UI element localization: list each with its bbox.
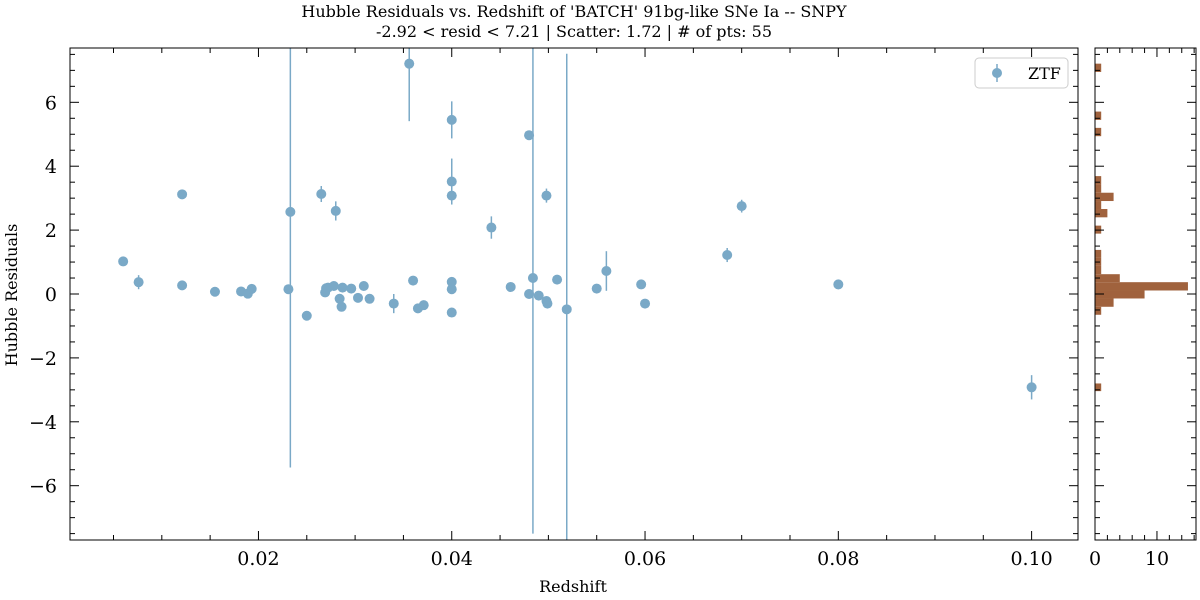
histogram-bar xyxy=(1095,383,1102,392)
data-point xyxy=(388,298,399,309)
data-point xyxy=(640,298,651,309)
x-tick-label: 0.08 xyxy=(817,548,859,570)
x-axis-label: Redshift xyxy=(539,577,607,596)
x-tick-label: 0.10 xyxy=(1010,548,1052,570)
histogram-bar xyxy=(1095,298,1114,307)
data-point xyxy=(542,298,553,309)
y-tick-label: 0 xyxy=(45,284,57,306)
y-tick-label: −6 xyxy=(29,476,57,498)
data-point xyxy=(133,277,144,288)
data-point xyxy=(446,307,457,318)
data-point xyxy=(636,279,647,290)
legend-label: ZTF xyxy=(1028,64,1061,83)
hist-x-tick-label: 0 xyxy=(1089,548,1101,570)
histogram-plot: 0 10 xyxy=(1089,47,1197,570)
data-point xyxy=(177,189,188,200)
data-point xyxy=(364,293,375,304)
data-point xyxy=(524,130,535,141)
histogram-bar xyxy=(1095,274,1120,283)
data-point xyxy=(446,276,457,287)
y-tick-label: 4 xyxy=(45,156,57,178)
data-point xyxy=(408,275,419,286)
y-tick-label: −2 xyxy=(29,348,57,370)
data-point xyxy=(246,283,257,294)
data-point xyxy=(1026,382,1037,393)
y-axis-label: Hubble Residuals xyxy=(2,224,21,367)
data-point xyxy=(336,301,347,312)
data-point xyxy=(446,190,457,201)
histogram-bar xyxy=(1095,184,1102,193)
data-point xyxy=(337,282,348,293)
plot-frame xyxy=(69,47,1079,541)
data-point xyxy=(285,206,296,217)
data-point xyxy=(404,58,415,69)
data-point xyxy=(118,256,129,267)
data-point xyxy=(301,310,312,321)
data-point xyxy=(177,280,188,291)
y-tick-label: 2 xyxy=(45,220,57,242)
data-point xyxy=(552,274,563,285)
data-point xyxy=(524,289,535,299)
plot-area xyxy=(70,48,1078,540)
legend-point-marker xyxy=(992,68,1002,78)
histogram-bar xyxy=(1095,201,1102,210)
histogram-bar xyxy=(1095,127,1102,137)
histogram-bar xyxy=(1095,111,1102,120)
histogram-bar xyxy=(1095,63,1102,72)
data-point xyxy=(446,114,457,125)
data-point xyxy=(541,190,552,201)
x-tick-label: 0.06 xyxy=(624,548,666,570)
data-point xyxy=(446,284,457,295)
data-point xyxy=(328,281,339,292)
histogram-bar xyxy=(1095,290,1145,299)
data-point xyxy=(346,283,357,294)
data-point xyxy=(527,273,538,284)
data-point xyxy=(561,304,572,315)
data-point xyxy=(736,201,747,212)
data-point xyxy=(358,281,369,292)
histogram-bar xyxy=(1095,282,1188,291)
data-point xyxy=(283,284,294,295)
data-point xyxy=(533,290,544,301)
histogram-bar xyxy=(1095,249,1102,258)
data-point xyxy=(330,205,341,216)
data-point xyxy=(601,265,612,276)
histogram-bar xyxy=(1095,306,1102,315)
legend: ZTF xyxy=(974,57,1069,89)
x-tick-label: 0.04 xyxy=(431,548,473,570)
data-point xyxy=(833,279,844,290)
histogram-frame xyxy=(1094,47,1197,541)
data-point xyxy=(353,292,363,303)
y-tick-label: 6 xyxy=(45,92,57,114)
chart-title: Hubble Residuals vs. Redshift of 'BATCH'… xyxy=(301,2,847,21)
data-point xyxy=(316,189,327,200)
data-point xyxy=(591,283,602,294)
data-point xyxy=(446,176,457,187)
histogram-bar xyxy=(1095,176,1102,185)
data-point xyxy=(418,300,429,311)
data-point xyxy=(505,281,516,292)
chart-subtitle: -2.92 < resid < 7.21 | Scatter: 1.72 | #… xyxy=(375,22,772,41)
histogram-bar xyxy=(1095,265,1102,275)
histogram-bar xyxy=(1095,192,1114,202)
data-point xyxy=(722,250,733,261)
main-plot: 0.02 0.04 0.06 0.08 0.10 −6 −4 −2 0 2 4 6 xyxy=(29,47,1079,570)
legend-box xyxy=(974,57,1069,89)
data-point xyxy=(334,293,345,304)
hist-x-tick-label: 10 xyxy=(1145,548,1169,570)
x-tick-label: 0.02 xyxy=(237,548,279,570)
y-tick-label: −4 xyxy=(29,412,57,434)
histogram-bar xyxy=(1095,209,1108,218)
data-point xyxy=(209,286,220,297)
data-point xyxy=(486,222,497,233)
